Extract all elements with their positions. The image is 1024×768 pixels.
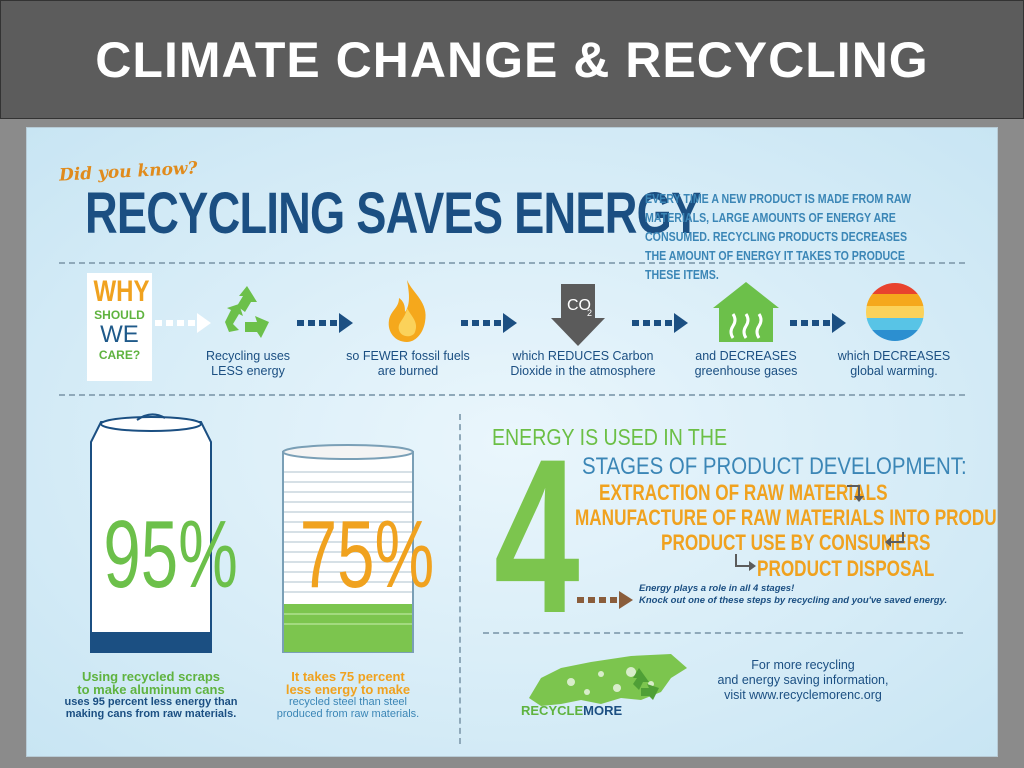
stage-2: MANUFACTURE OF RAW MATERIALS INTO PRODUC… [575, 505, 998, 530]
contact-line2: and energy saving information, [717, 673, 889, 687]
brand-part-more: MORE [583, 703, 623, 718]
turn-right-arrow-icon [735, 554, 756, 571]
aluminum-detail-line2: making cans from raw materials. [65, 708, 237, 720]
co2-text: CO [567, 297, 591, 314]
return-left-arrow-icon [885, 532, 904, 547]
brand-part-recycle: RECYCLE [521, 703, 584, 718]
flow-step-4-line1: and DECREASES [695, 349, 797, 363]
divider-bottom-right [483, 632, 963, 634]
turn-down-arrow-icon [847, 485, 864, 502]
steel-caption: It takes 75 percent less energy to make … [263, 670, 433, 720]
flow-step-5-label: which DECREASES global warming. [819, 349, 969, 379]
stages-note-line2: Knock out one of these steps by recyclin… [639, 595, 948, 606]
energy-used-intro: ENERGY IS USED IN THE [492, 424, 728, 450]
flow-step-3-line1: which REDUCES Carbon [512, 349, 654, 363]
stage-1: EXTRACTION OF RAW MATERIALS [599, 480, 888, 505]
recyclemore-logo: RECYCLEMORE [521, 703, 622, 718]
contact-info: For more recycling and energy saving inf… [713, 658, 893, 703]
flow-step-3-label: which REDUCES Carbon Dioxide in the atmo… [503, 349, 663, 379]
flow-arrow-icon [297, 313, 353, 333]
slide-title: CLIMATE CHANGE & RECYCLING [95, 31, 929, 88]
steel-caption-line1: It takes 75 percent [291, 669, 405, 684]
steel-can-icon [282, 444, 414, 653]
north-carolina-map-icon [529, 654, 687, 706]
infographic-poster: Did you know? RECYCLING SAVES ENERGY EVE… [26, 127, 998, 757]
stages-title: STAGES OF PRODUCT DEVELOPMENT: [582, 453, 967, 480]
flow-step-1-label: Recycling uses LESS energy [173, 349, 323, 379]
flow-step-2-line2: are burned [377, 364, 439, 378]
aluminum-percent: 95% [103, 501, 238, 608]
aluminum-caption-line1: Using recycled scraps [81, 669, 221, 684]
globe-icon [866, 283, 924, 341]
divider-top [59, 262, 965, 264]
aluminum-caption-line2: to make aluminum cans [77, 682, 225, 697]
co2-subscript: 2 [587, 308, 592, 318]
flame-icon [388, 280, 426, 342]
stage-3: PRODUCT USE BY CONSUMERS [661, 530, 931, 555]
aluminum-detail-line1: uses 95 percent less energy than [64, 696, 238, 708]
flow-arrow-icon [461, 313, 517, 333]
flow-step-4-line2: greenhouse gases [694, 364, 798, 378]
headline: RECYCLING SAVES ENERGY [85, 181, 701, 246]
why-should-we-care-box: WHY SHOULD WE CARE? [87, 273, 152, 381]
steel-detail-line2: produced from raw materials. [276, 708, 420, 720]
divider-middle [59, 394, 965, 396]
aluminum-caption: Using recycled scraps to make aluminum c… [51, 670, 251, 720]
divider-vertical [459, 414, 461, 744]
flow-arrow-icon [155, 313, 211, 333]
greenhouse-icon [713, 282, 779, 342]
co2-down-arrow-icon: CO 2 [551, 284, 605, 346]
flow-step-5-line1: which DECREASES [837, 349, 951, 363]
stages-number: 4 [494, 413, 580, 659]
flow-step-3-line2: Dioxide in the atmosphere [510, 364, 656, 378]
we-text: WE [100, 321, 139, 348]
contact-line3: visit www.recyclemorenc.org [724, 688, 882, 702]
steel-caption-line2: less energy to make [285, 682, 411, 697]
flow-arrow-icon [790, 313, 846, 333]
contact-line1: For more recycling [751, 658, 855, 672]
recycle-icon [225, 286, 269, 338]
stage-4: PRODUCT DISPOSAL [757, 556, 935, 581]
slide-title-bar: CLIMATE CHANGE & RECYCLING [0, 0, 1024, 119]
headline-description: EVERY TIME A NEW PRODUCT IS MADE FROM RA… [645, 192, 912, 282]
flow-arrow-icon [632, 313, 688, 333]
stages-note: Energy plays a role in all 4 stages! Kno… [639, 583, 947, 607]
note-arrow-icon [577, 591, 633, 609]
flow-step-2-line1: so FEWER fossil fuels [346, 349, 470, 363]
aluminum-can-icon [90, 413, 212, 653]
stages-note-line1: Energy plays a role in all 4 stages! [639, 583, 795, 594]
should-text: SHOULD [94, 308, 145, 322]
flow-step-4-label: and DECREASES greenhouse gases [671, 349, 821, 379]
flow-step-2-label: so FEWER fossil fuels are burned [333, 349, 483, 379]
steel-percent: 75% [299, 501, 435, 608]
flow-step-1-line1: Recycling uses [205, 349, 291, 363]
flow-step-1-line2: LESS energy [211, 364, 285, 378]
steel-detail-line1: recycled steel than steel [288, 696, 407, 708]
care-text: CARE? [98, 348, 141, 362]
why-text: WHY [93, 275, 150, 308]
flow-step-5-line2: global warming. [850, 364, 938, 378]
